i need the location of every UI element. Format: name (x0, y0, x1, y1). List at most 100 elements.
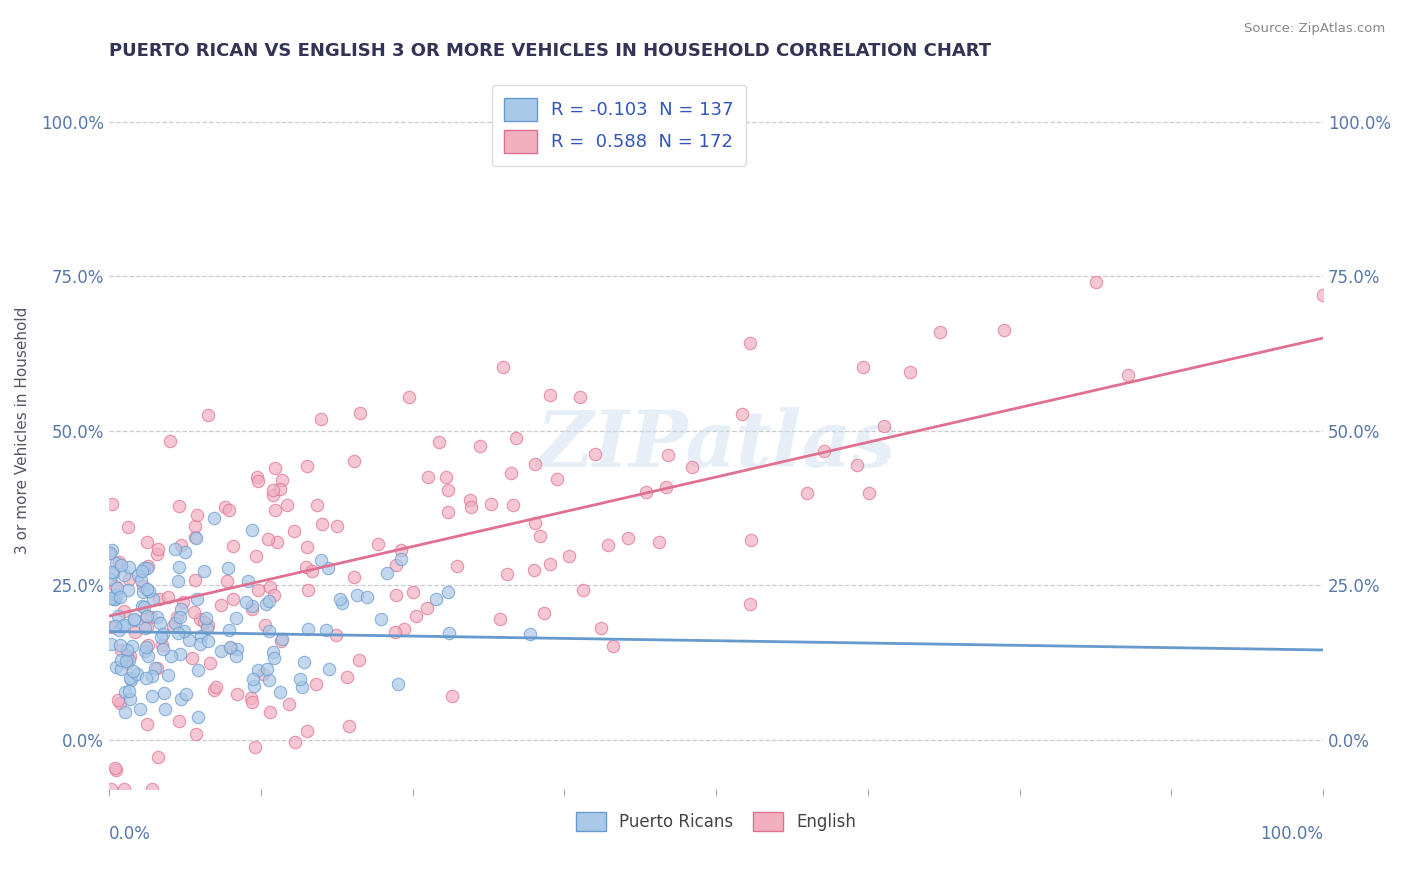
Point (103, 566, 125, 580)
Point (195, 610, 218, 624)
Point (150, 630, 173, 644)
Point (245, 549, 267, 564)
Point (174, 545, 197, 559)
Point (156, 590, 179, 604)
Point (738, 597, 761, 611)
Point (104, 763, 127, 777)
Point (523, 563, 546, 577)
Point (529, 529, 551, 543)
Point (143, 661, 166, 675)
Point (256, 532, 278, 546)
Point (136, 534, 159, 549)
Point (235, 595, 257, 609)
Point (115, 656, 138, 670)
Point (135, 671, 157, 685)
Point (291, 681, 314, 695)
Point (240, 602, 263, 616)
Point (132, 579, 155, 593)
Point (437, 483, 460, 497)
Point (271, 632, 294, 646)
Point (246, 469, 269, 483)
Point (225, 649, 247, 664)
Point (262, 483, 284, 497)
Point (898, 365, 921, 379)
Point (389, 543, 412, 558)
Point (157, 668, 180, 682)
Point (269, 482, 291, 496)
Point (184, 573, 207, 587)
Point (112, 604, 135, 618)
Point (329, 592, 352, 607)
Point (356, 590, 378, 604)
Point (146, 660, 169, 674)
Point (173, 624, 195, 638)
Point (523, 457, 546, 471)
Point (186, 592, 208, 607)
Point (297, 540, 319, 554)
Point (416, 470, 439, 484)
Point (165, 615, 187, 630)
Point (149, 615, 172, 630)
Point (103, 592, 125, 607)
Point (124, 625, 146, 640)
Point (198, 657, 221, 671)
Point (129, 573, 152, 587)
Point (114, 685, 136, 699)
Point (159, 434, 181, 449)
Point (247, 664, 270, 678)
Point (316, 560, 339, 574)
Point (858, 486, 880, 500)
Point (501, 466, 523, 480)
Point (205, 680, 228, 694)
Point (169, 647, 191, 661)
Point (181, 651, 204, 665)
Point (104, 760, 127, 774)
Point (318, 662, 340, 676)
Point (283, 524, 305, 538)
Point (184, 530, 207, 544)
Point (204, 511, 226, 525)
Point (315, 623, 337, 637)
Point (326, 518, 349, 533)
Text: ZIPatlas: ZIPatlas (536, 407, 896, 483)
Point (167, 560, 190, 574)
Point (104, 556, 127, 570)
Point (583, 447, 606, 461)
Point (389, 552, 412, 566)
Point (284, 735, 307, 749)
Point (202, 683, 225, 698)
Point (367, 537, 389, 551)
Point (135, 640, 157, 655)
Point (349, 406, 371, 420)
Point (105, 660, 128, 674)
Point (112, 617, 135, 632)
Point (533, 607, 555, 621)
Point (101, 565, 124, 579)
Point (236, 574, 259, 588)
Point (193, 615, 215, 629)
Point (183, 605, 205, 619)
Point (172, 595, 194, 609)
Point (108, 623, 131, 637)
Point (519, 627, 541, 641)
Point (187, 709, 209, 723)
Point (136, 639, 159, 653)
Point (150, 638, 173, 652)
Point (458, 493, 481, 508)
Point (166, 609, 188, 624)
Point (266, 534, 288, 549)
Point (243, 739, 266, 754)
Point (148, 750, 170, 764)
Point (209, 598, 232, 612)
Point (240, 599, 263, 613)
Point (505, 431, 527, 445)
Point (112, 568, 135, 582)
Point (655, 479, 678, 493)
Point (105, 588, 128, 602)
Point (98, 545, 121, 559)
Point (110, 619, 132, 633)
Point (104, 592, 127, 607)
Point (117, 582, 139, 597)
Point (446, 559, 468, 574)
Point (118, 684, 141, 698)
